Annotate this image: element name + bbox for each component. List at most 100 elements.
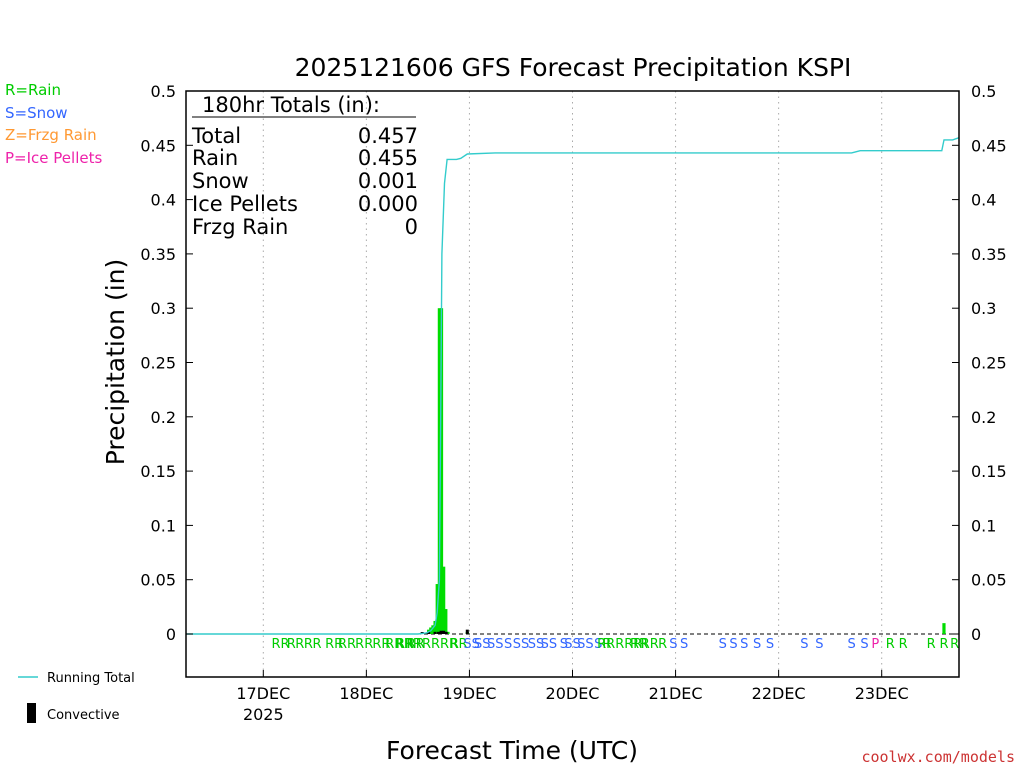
precip-type-28: RR — [630, 637, 648, 652]
y-tick-label-right-6: 0.3 — [971, 299, 996, 318]
precip-type-41: S — [860, 637, 868, 652]
totals-rain-label: Rain — [192, 146, 238, 170]
y-tick-label-right-10: 0.5 — [971, 82, 996, 101]
precip-type-8: RR — [372, 637, 390, 652]
y-tick-label-right-9: 0.45 — [971, 136, 1007, 155]
precip-type-legend: R=Rain S=Snow Z=Frzg Rain P=Ice Pellets — [5, 81, 102, 167]
totals-box: 180hr Totals (in): Total 0.457 Rain 0.45… — [191, 93, 418, 239]
totals-header: 180hr Totals (in): — [202, 93, 380, 117]
x-tick-label-0: 17DEC — [236, 684, 290, 703]
convective-bar-3 — [437, 631, 441, 634]
precip-type-29: RR — [641, 637, 659, 652]
precip-type-37: S — [766, 637, 774, 652]
y-tick-label-left-10: 0.5 — [151, 82, 176, 101]
convective-bar-6 — [444, 631, 448, 634]
y-tick-label-left-7: 0.35 — [140, 245, 176, 264]
precip-type-16: SS — [474, 637, 491, 652]
precip-type-26: R — [602, 637, 611, 652]
bottom-legend: Running Total Convective — [18, 671, 135, 723]
precip-type-6: RR — [338, 637, 356, 652]
legend-ice-pellets: P=Ice Pellets — [5, 149, 102, 167]
precip-bar-2 — [431, 625, 435, 634]
precip-type-36: S — [753, 637, 761, 652]
chart-title: 2025121606 GFS Forecast Precipitation KS… — [295, 53, 852, 82]
precip-type-44: R — [899, 637, 908, 652]
totals-snow-value: 0.001 — [358, 169, 418, 193]
x-tick-label-5: 22DEC — [752, 684, 806, 703]
totals-ice-pellets-label: Ice Pellets — [192, 192, 298, 216]
precip-type-38: S — [800, 637, 808, 652]
precip-bar-5 — [437, 308, 441, 634]
precip-type-5: RR — [325, 637, 343, 652]
x-tick-label-2: 19DEC — [442, 684, 496, 703]
convective-bar-1 — [427, 631, 431, 634]
y-tick-label-right-2: 0.1 — [971, 516, 996, 535]
convective-bar-4 — [439, 630, 443, 634]
totals-snow-label: Snow — [192, 169, 249, 193]
precip-type-42: P — [871, 637, 879, 652]
precip-type-11: RR — [407, 637, 425, 652]
precip-type-1: R — [287, 637, 296, 652]
precip-bar-3 — [433, 620, 437, 634]
precip-type-13: R — [450, 637, 459, 652]
precip-type-40: S — [848, 637, 856, 652]
totals-total-value: 0.457 — [358, 124, 418, 148]
precip-type-9: RR — [385, 637, 403, 652]
x-axis-label: Forecast Time (UTC) — [386, 736, 638, 765]
precip-type-35: S — [740, 637, 748, 652]
precip-type-17: SS — [487, 637, 504, 652]
running-total-legend-label: Running Total — [47, 671, 135, 686]
precip-type-10: RR — [396, 637, 414, 652]
y-tick-label-right-5: 0.25 — [971, 354, 1007, 373]
precip-type-12: RRRRRRR — [395, 637, 458, 652]
y-tick-label-left-3: 0.15 — [140, 462, 176, 481]
precip-bar-11 — [942, 623, 946, 634]
precip-type-19: SS — [513, 637, 530, 652]
precip-type-43: R — [886, 637, 895, 652]
convective-bar-7 — [465, 629, 469, 634]
convective-swatch — [27, 703, 36, 723]
precip-bar-9 — [446, 631, 450, 634]
totals-rain-value: 0.455 — [358, 146, 418, 170]
running-total-series — [186, 137, 960, 635]
y-tick-label-right-7: 0.35 — [971, 245, 1007, 264]
precip-type-34: S — [729, 637, 737, 652]
plot-frame — [185, 90, 960, 678]
totals-ice-pellets-value: 0.000 — [358, 192, 418, 216]
x-tick-sublabel-0: 2025 — [243, 705, 284, 724]
y-tick-label-left-8: 0.4 — [151, 191, 176, 210]
grid-layer — [186, 91, 959, 677]
precip-type-20: SS — [528, 637, 545, 652]
x-tick-label-3: 20DEC — [546, 684, 600, 703]
y-tick-label-left-9: 0.45 — [140, 136, 176, 155]
precip-bar-8 — [444, 609, 448, 634]
precip-type-31: S — [669, 637, 677, 652]
precip-type-15: SS — [463, 637, 480, 652]
y-tick-label-left-5: 0.25 — [140, 354, 176, 373]
precip-type-33: S — [719, 637, 727, 652]
precip-type-32: S — [680, 637, 688, 652]
y-tick-label-left-4: 0.2 — [151, 408, 176, 427]
y-tick-label-left-2: 0.1 — [151, 516, 176, 535]
precip-type-27: RRRRR — [597, 637, 642, 652]
precip-bar-6 — [439, 308, 444, 634]
y-axis-label: Precipitation (in) — [101, 259, 130, 466]
y-tick-label-right-4: 0.2 — [971, 408, 996, 427]
precip-type-21: SS — [541, 637, 558, 652]
precip-type-39: S — [815, 637, 823, 652]
precip-type-0: RR — [271, 637, 289, 652]
y-tick-label-right-0: 0 — [971, 625, 981, 644]
y-tick-label-left-1: 0.05 — [140, 571, 176, 590]
precip-type-18: S — [504, 637, 512, 652]
y-tick-label-left-6: 0.3 — [151, 299, 176, 318]
precip-type-25: S — [594, 637, 602, 652]
precip-type-45: R — [927, 637, 936, 652]
totals-total-label: Total — [191, 124, 241, 148]
x-tick-label-1: 18DEC — [339, 684, 393, 703]
y-tick-label-left-0: 0 — [166, 625, 176, 644]
precip-type-4: R — [312, 637, 321, 652]
legend-frzg-rain: Z=Frzg Rain — [5, 126, 97, 144]
totals-frzg-rain-label: Frzg Rain — [192, 215, 288, 239]
convective-legend-label: Convective — [47, 708, 120, 723]
